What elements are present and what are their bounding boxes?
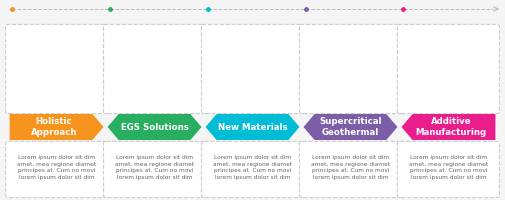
Polygon shape bbox=[401, 114, 495, 140]
Text: Lorem ipsum dolor sit dim
amet, mea regione diamet
principes at. Cum no movi
lor: Lorem ipsum dolor sit dim amet, mea regi… bbox=[311, 155, 390, 180]
FancyBboxPatch shape bbox=[397, 141, 499, 198]
FancyBboxPatch shape bbox=[201, 141, 304, 198]
Polygon shape bbox=[108, 114, 201, 140]
Polygon shape bbox=[10, 114, 104, 140]
Text: Lorem ipsum dolor sit dim
amet, mea regione diamet
principes at. Cum no movi
lor: Lorem ipsum dolor sit dim amet, mea regi… bbox=[115, 155, 194, 180]
Polygon shape bbox=[304, 114, 397, 140]
Text: Supercritical
Geothermal: Supercritical Geothermal bbox=[319, 117, 382, 137]
FancyBboxPatch shape bbox=[6, 24, 108, 114]
FancyBboxPatch shape bbox=[6, 141, 108, 198]
FancyBboxPatch shape bbox=[104, 141, 206, 198]
Text: Lorem ipsum dolor sit dim
amet, mea regione diamet
principes at. Cum no movi
lor: Lorem ipsum dolor sit dim amet, mea regi… bbox=[409, 155, 488, 180]
Text: EGS Solutions: EGS Solutions bbox=[121, 122, 188, 132]
FancyBboxPatch shape bbox=[104, 24, 206, 114]
FancyBboxPatch shape bbox=[299, 141, 401, 198]
FancyBboxPatch shape bbox=[201, 24, 304, 114]
Text: Holistic
Approach: Holistic Approach bbox=[30, 117, 77, 137]
FancyBboxPatch shape bbox=[397, 24, 499, 114]
Text: Lorem ipsum dolor sit dim
amet, mea regione diamet
principes at. Cum no movi
lor: Lorem ipsum dolor sit dim amet, mea regi… bbox=[213, 155, 292, 180]
Text: Lorem ipsum dolor sit dim
amet, mea regione diamet
principes at. Cum no movi
lor: Lorem ipsum dolor sit dim amet, mea regi… bbox=[17, 155, 96, 180]
FancyBboxPatch shape bbox=[299, 24, 401, 114]
Polygon shape bbox=[206, 114, 299, 140]
Text: New Materials: New Materials bbox=[218, 122, 287, 132]
Text: Additive
Manufacturing: Additive Manufacturing bbox=[416, 117, 487, 137]
